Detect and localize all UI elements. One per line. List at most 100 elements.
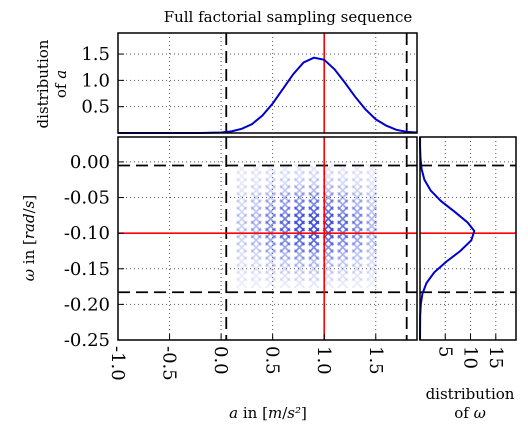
sample-marker bbox=[337, 277, 349, 289]
main-y-tick-label: -0.05 bbox=[64, 188, 110, 209]
sample-marker bbox=[236, 206, 248, 218]
sample-marker bbox=[365, 234, 378, 246]
sample-marker bbox=[250, 177, 262, 189]
sample-marker bbox=[264, 248, 277, 261]
sample-marker bbox=[250, 277, 262, 289]
sample-marker bbox=[236, 170, 248, 182]
sample-marker bbox=[279, 241, 291, 254]
sample-marker bbox=[264, 241, 277, 254]
sample-marker bbox=[264, 177, 277, 189]
sample-marker bbox=[279, 191, 291, 204]
sample-marker bbox=[264, 220, 277, 232]
sample-marker bbox=[293, 256, 306, 268]
top-y-tick-label: 0.5 bbox=[81, 97, 110, 118]
sample-marker bbox=[365, 184, 378, 197]
sample-marker bbox=[351, 170, 363, 182]
sample-marker bbox=[293, 241, 306, 254]
right-xlabel-symbol: ω bbox=[474, 404, 486, 422]
right-x-tick-label: 10 bbox=[460, 346, 481, 369]
right-xlabel-line2: of ω bbox=[454, 404, 486, 422]
sample-marker bbox=[351, 234, 363, 246]
top-y-tick-label: 1.5 bbox=[81, 44, 110, 65]
sample-marker bbox=[250, 248, 262, 261]
sample-marker bbox=[293, 277, 306, 289]
main-ylabel-symbol: ω bbox=[20, 269, 38, 281]
sample-marker bbox=[351, 241, 363, 254]
sample-marker bbox=[264, 234, 277, 246]
sample-marker bbox=[264, 184, 277, 197]
right-x-tick-label: 5 bbox=[434, 346, 455, 357]
sample-marker bbox=[365, 177, 378, 189]
sample-marker bbox=[236, 256, 248, 268]
right-x-tick-label: 15 bbox=[485, 346, 506, 369]
sample-marker bbox=[293, 170, 306, 182]
sample-marker bbox=[351, 263, 363, 275]
main-y-tick-label: 0.00 bbox=[70, 152, 110, 173]
sample-marker bbox=[337, 177, 349, 189]
top-distribution-plot: distribution of a 0.5 1.0 1.5 bbox=[34, 32, 418, 134]
sample-marker bbox=[308, 177, 320, 189]
main-axes-frame bbox=[117, 136, 418, 341]
sample-marker bbox=[279, 256, 291, 268]
sample-marker bbox=[236, 199, 248, 211]
right-xlabel-line1: distribution bbox=[426, 385, 515, 403]
sample-marker bbox=[250, 256, 262, 268]
main-x-tick-label: 1.5 bbox=[365, 346, 386, 375]
sample-marker bbox=[236, 191, 248, 204]
sample-marker bbox=[308, 270, 320, 282]
sample-marker bbox=[236, 263, 248, 275]
main-xlabel-symbol: a bbox=[229, 404, 238, 422]
sample-marker bbox=[264, 206, 277, 218]
top-density-curve bbox=[118, 56, 418, 134]
top-y-tick-label: 1.0 bbox=[81, 70, 110, 91]
sample-marker bbox=[236, 220, 248, 232]
top-ylabel-line2: of a bbox=[52, 70, 70, 98]
sample-marker bbox=[351, 177, 363, 189]
sample-marker bbox=[279, 248, 291, 261]
sample-marker bbox=[351, 248, 363, 261]
main-ylabel: ω in [rad/s] bbox=[20, 195, 38, 281]
sample-marker bbox=[351, 220, 363, 232]
sample-marker bbox=[365, 213, 378, 225]
sample-marker bbox=[365, 191, 378, 204]
sample-marker bbox=[250, 206, 262, 218]
sample-marker bbox=[351, 270, 363, 282]
top-ylabel-of: of bbox=[52, 82, 70, 98]
main-scatter-plot: ω in [rad/s] a in [m/s²] 0.00 -0.05 -0.10 -… bbox=[20, 136, 418, 422]
sample-marker bbox=[337, 263, 349, 275]
right-xlabel-of: of bbox=[454, 404, 470, 422]
sample-marker bbox=[236, 277, 248, 289]
main-y-tick-label: -0.15 bbox=[64, 259, 110, 280]
sample-marker bbox=[279, 170, 291, 182]
sample-marker bbox=[293, 263, 306, 275]
sample-marker bbox=[250, 170, 262, 182]
sample-marker bbox=[236, 184, 248, 197]
main-ylabel-unit-num: rad bbox=[20, 213, 38, 239]
sample-marker bbox=[264, 270, 277, 282]
sample-marker bbox=[293, 184, 306, 197]
sample-marker bbox=[293, 270, 306, 282]
sample-marker bbox=[351, 191, 363, 204]
sample-marker bbox=[293, 177, 306, 189]
sample-marker bbox=[264, 256, 277, 268]
sample-marker bbox=[308, 256, 320, 268]
sample-marker bbox=[250, 213, 262, 225]
sample-marker bbox=[250, 241, 262, 254]
sample-marker bbox=[250, 234, 262, 246]
sample-marker bbox=[337, 270, 349, 282]
sample-marker bbox=[337, 184, 349, 197]
main-y-tick-label: -0.25 bbox=[64, 330, 110, 351]
sample-marker bbox=[236, 248, 248, 261]
sample-marker bbox=[264, 263, 277, 275]
sample-marker bbox=[337, 170, 349, 182]
main-x-tick-label: -0.5 bbox=[159, 346, 180, 381]
right-axes-frame bbox=[419, 136, 517, 341]
sample-marker bbox=[308, 263, 320, 275]
sample-marker bbox=[365, 199, 378, 211]
sample-marker bbox=[264, 170, 277, 182]
sample-marker bbox=[337, 191, 349, 204]
chart-title: Full factorial sampling sequence bbox=[164, 8, 413, 26]
top-axes-frame bbox=[117, 32, 418, 134]
sample-marker bbox=[264, 277, 277, 289]
main-xlabel: a in [m/s²] bbox=[229, 404, 307, 422]
